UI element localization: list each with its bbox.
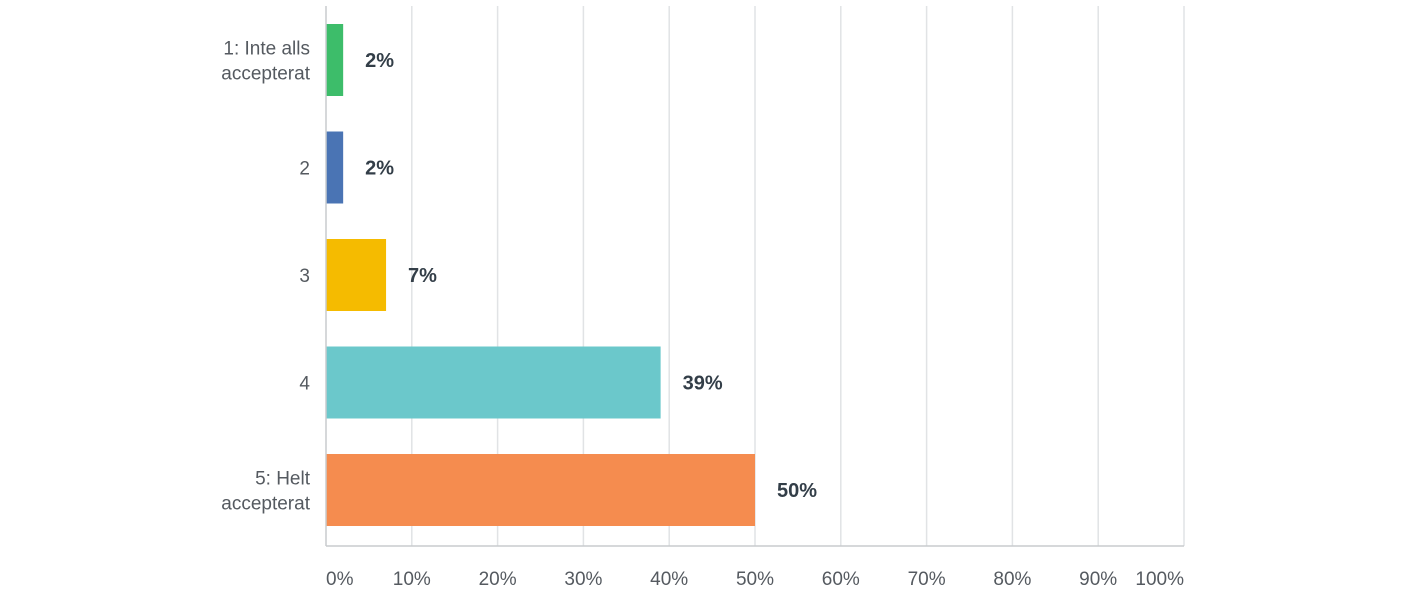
- value-label: 50%: [777, 480, 817, 502]
- x-tick-label: 80%: [993, 569, 1031, 590]
- gridlines: [411, 6, 1185, 546]
- x-tick-label: 100%: [1135, 569, 1184, 590]
- value-label: 7%: [408, 265, 437, 287]
- bar: [326, 24, 344, 96]
- x-tick-label: 90%: [1079, 569, 1117, 590]
- x-tick-label: 10%: [393, 569, 431, 590]
- category-label: 1: Inte alls accepterat: [221, 39, 310, 85]
- x-tick-label: 50%: [736, 569, 774, 590]
- category-label: 5: Helt accepterat: [221, 469, 310, 515]
- x-tick-label: 0%: [326, 569, 354, 590]
- value-label: 2%: [365, 50, 394, 72]
- value-label: 2%: [365, 158, 394, 180]
- value-label: 39%: [683, 373, 723, 395]
- bar: [326, 131, 344, 204]
- labels: 0% 10% 20% 30% 40% 50% 60% 70% 80% 90% 100% 1: Inte…: [221, 39, 1184, 591]
- bar: [326, 346, 661, 419]
- bar: [326, 454, 755, 526]
- category-label: 2: [299, 159, 310, 180]
- x-tick-label: 30%: [564, 569, 602, 590]
- bar: [326, 239, 387, 311]
- x-tick-label: 70%: [908, 569, 946, 590]
- x-tick-label: 60%: [822, 569, 860, 590]
- bars: [326, 24, 755, 526]
- category-label: 3: [299, 266, 310, 287]
- category-label: 4: [299, 374, 310, 395]
- axes: [325, 6, 1184, 547]
- x-tick-label: 40%: [650, 569, 688, 590]
- x-tick-label: 20%: [479, 569, 517, 590]
